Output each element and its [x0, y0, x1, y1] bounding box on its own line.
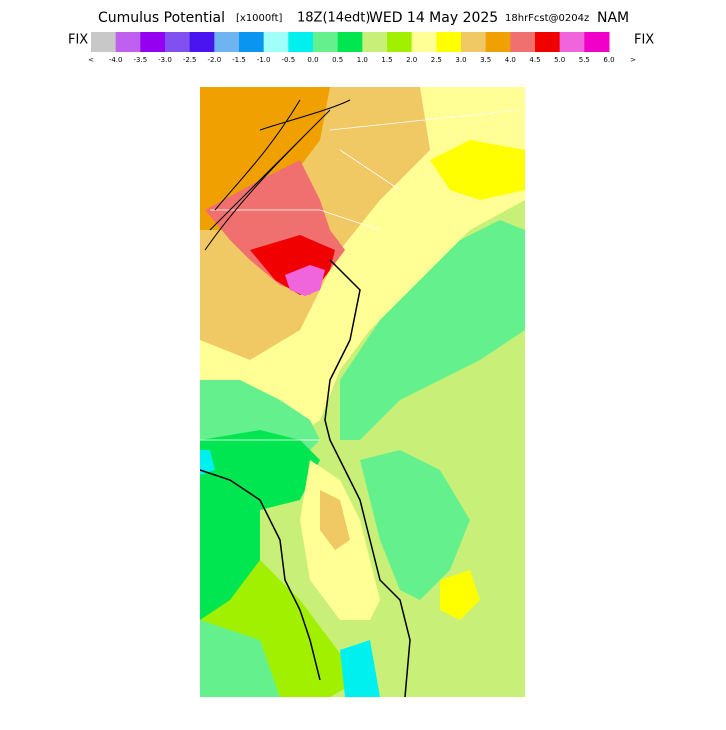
colorbar-label: 0.5	[332, 56, 343, 64]
color-swatch	[214, 32, 240, 52]
colorbar-label: -2.0	[207, 56, 221, 64]
color-swatch	[337, 32, 363, 52]
color-swatch	[165, 32, 191, 52]
color-swatch	[461, 32, 487, 52]
color-swatch	[115, 32, 141, 52]
color-swatch	[313, 32, 339, 52]
color-swatch	[411, 32, 437, 52]
color-swatch	[263, 32, 289, 52]
colorbar: < -4.0 -3.5 -3.0 -2.5 -2.0 -1.5 -1.0 -0.5 0.0 0.5 1…	[88, 32, 636, 64]
colorbar-label: 6.0	[603, 56, 614, 64]
color-swatch	[387, 32, 413, 52]
colorbar-label: -3.5	[133, 56, 147, 64]
color-swatch	[510, 32, 536, 52]
header: Cumulus Potential [x1000ft] 18Z(14edt) W…	[98, 10, 629, 26]
color-swatch	[189, 32, 215, 52]
color-swatch	[91, 32, 117, 52]
color-swatch	[362, 32, 388, 52]
date: WED 14 May 2025	[369, 10, 498, 26]
colorbar-label: -4.0	[109, 56, 123, 64]
colorbar-label: 2.0	[406, 56, 417, 64]
fix-right: FIX	[634, 33, 654, 48]
fix-left: FIX	[68, 33, 88, 48]
forecast: 18hrFcst@0204z	[505, 13, 589, 24]
colorbar-label: >	[630, 56, 636, 64]
colorbar-label: 1.5	[381, 56, 392, 64]
model: NAM	[597, 10, 629, 26]
color-swatch	[535, 32, 561, 52]
colorbar-label: 1.0	[357, 56, 368, 64]
colorbar-label: 4.5	[529, 56, 540, 64]
colorbar-label: 0.0	[307, 56, 318, 64]
colorbar-label: -0.5	[281, 56, 295, 64]
color-swatch	[485, 32, 511, 52]
color-swatch	[559, 32, 585, 52]
units: [x1000ft]	[236, 13, 283, 24]
time: 18Z(14edt)	[297, 11, 370, 26]
color-swatch	[288, 32, 314, 52]
colorbar-label: 3.0	[455, 56, 466, 64]
colorbar-label: 2.5	[431, 56, 442, 64]
colorbar-label: -1.0	[257, 56, 271, 64]
colorbar-label: 4.0	[505, 56, 516, 64]
colorbar-label: <	[88, 56, 94, 64]
map	[199, 87, 525, 698]
title: Cumulus Potential	[98, 10, 225, 26]
colorbar-label: -1.5	[232, 56, 246, 64]
color-swatch	[140, 32, 166, 52]
color-swatch	[584, 32, 610, 52]
colorbar-label: 5.0	[554, 56, 565, 64]
colorbar-label: -3.0	[158, 56, 172, 64]
colorbar-label: 5.5	[579, 56, 590, 64]
color-swatch	[239, 32, 265, 52]
color-swatch	[436, 32, 462, 52]
colorbar-label: 3.5	[480, 56, 491, 64]
colorbar-label: -2.5	[183, 56, 197, 64]
